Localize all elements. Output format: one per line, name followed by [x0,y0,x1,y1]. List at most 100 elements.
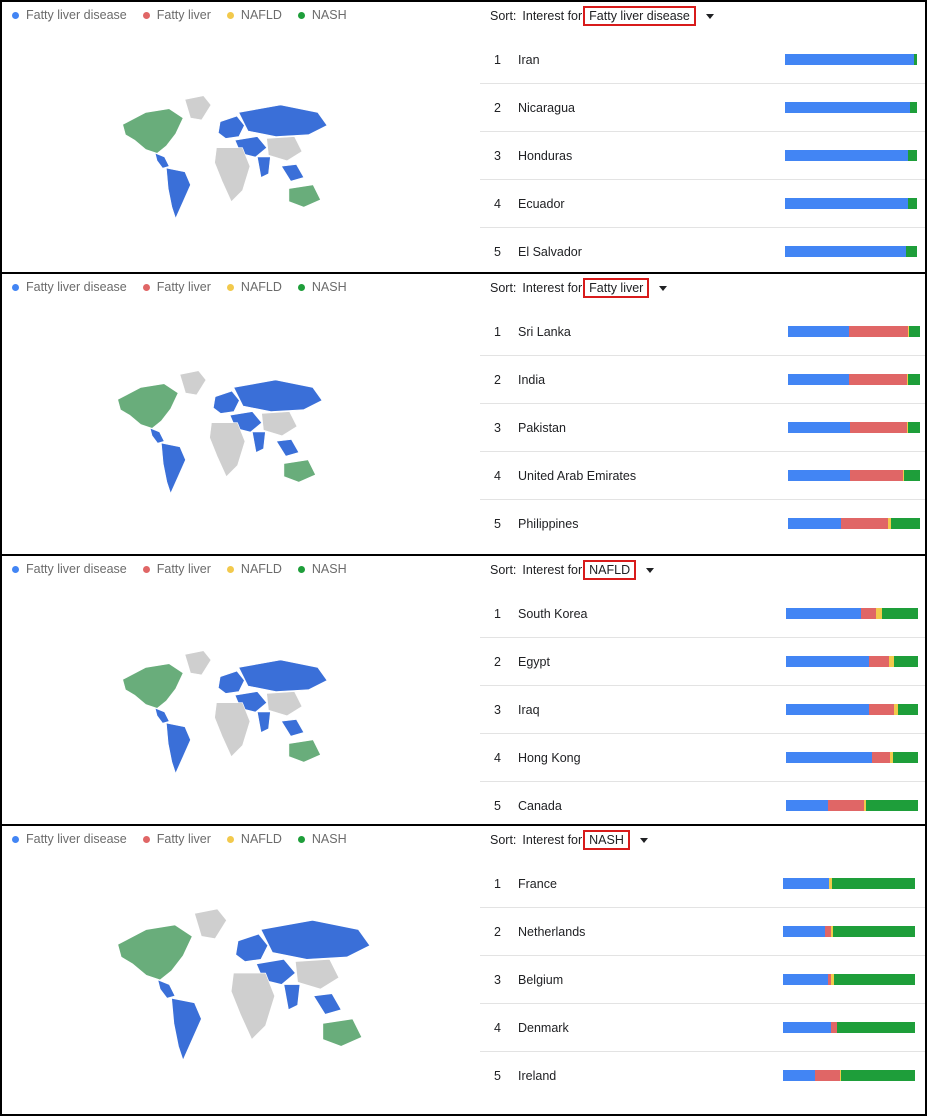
legend-item[interactable]: NASH [297,832,347,846]
list-item[interactable]: 5 Philippines [480,500,925,548]
sort-control[interactable]: Sort: Interest for Fatty liver [490,278,668,298]
sort-control[interactable]: Sort: Interest for NASH [490,830,648,850]
sort-value[interactable]: NAFLD [583,560,637,580]
region-central-america[interactable] [157,979,176,999]
bar-segment [830,926,834,937]
region-central-america[interactable] [154,152,170,169]
legend-item[interactable]: Fatty liver [142,562,211,576]
region-greenland[interactable] [179,370,207,396]
region-india[interactable] [257,711,271,733]
region-australia[interactable] [283,459,316,483]
legend-item[interactable]: NASH [297,562,347,576]
legend-item[interactable]: NAFLD [226,562,282,576]
region-australia[interactable] [288,739,321,763]
list-item[interactable]: 1 Iran [480,36,925,84]
chevron-down-icon[interactable] [639,837,648,843]
list-item[interactable]: 5 Canada [480,782,925,824]
region-se-asia[interactable] [276,439,300,457]
region-se-asia[interactable] [281,719,305,737]
region-europe[interactable] [235,933,269,962]
list-item[interactable]: 3 Belgium [480,956,925,1004]
bar-segment [871,752,891,763]
list-item[interactable]: 4 Hong Kong [480,734,925,782]
region-na[interactable] [122,663,184,709]
region-africa[interactable] [230,972,276,1041]
legend-item[interactable]: NAFLD [226,832,282,846]
region-greenland[interactable] [184,95,212,121]
list-item[interactable]: 5 El Salvador [480,228,925,272]
chevron-down-icon[interactable] [646,567,655,573]
list-item[interactable]: 4 Ecuador [480,180,925,228]
legend-item[interactable]: Fatty liver [142,832,211,846]
region-greenland[interactable] [184,650,212,676]
list-item[interactable]: 2 Netherlands [480,908,925,956]
region-south-america[interactable] [166,722,191,775]
region-india[interactable] [257,156,271,178]
region-africa[interactable] [214,147,251,203]
legend-item[interactable]: Fatty liver disease [12,562,127,576]
legend-item[interactable]: Fatty liver disease [12,832,127,846]
bar-segment [788,326,849,337]
region-greenland[interactable] [194,908,228,940]
list-item[interactable]: 1 France [480,860,925,908]
region-europe[interactable] [218,670,245,694]
region-australia[interactable] [322,1018,363,1047]
legend-item[interactable]: NASH [297,8,347,22]
region-india[interactable] [283,984,301,1011]
region-africa[interactable] [209,422,246,478]
region-south-america[interactable] [166,167,191,220]
region-europe[interactable] [218,115,245,139]
region-europe[interactable] [213,390,240,414]
region-africa[interactable] [214,702,251,758]
region-australia[interactable] [288,184,321,208]
region-russia[interactable] [260,919,371,960]
region-china[interactable] [266,136,303,162]
sort-control[interactable]: Sort: Interest for NAFLD [490,560,655,580]
region-india[interactable] [252,431,266,453]
legend-item[interactable]: Fatty liver disease [12,8,127,22]
list-item[interactable]: 3 Iraq [480,686,925,734]
region-central-america[interactable] [149,427,165,444]
region-south-america[interactable] [171,997,202,1062]
region-na[interactable] [122,108,184,154]
region-south-america[interactable] [161,442,186,495]
region-russia[interactable] [233,379,323,412]
legend-dot-icon [12,283,19,291]
legend-item[interactable]: Fatty liver [142,280,211,294]
chevron-down-icon[interactable] [705,13,714,19]
legend-item[interactable]: Fatty liver disease [12,280,127,294]
sort-value[interactable]: Fatty liver [583,278,650,298]
list-item[interactable]: 4 United Arab Emirates [480,452,925,500]
region-se-asia[interactable] [281,164,305,182]
region-russia[interactable] [238,659,328,692]
region-russia[interactable] [238,104,328,137]
list-item[interactable]: 5 Ireland [480,1052,925,1100]
legend-item[interactable]: Fatty liver [142,8,211,22]
sort-value[interactable]: NASH [583,830,630,850]
list-item[interactable]: 3 Pakistan [480,404,925,452]
region-china[interactable] [294,958,340,990]
legend-item[interactable]: NASH [297,280,347,294]
list-item[interactable]: 2 Egypt [480,638,925,686]
list-item[interactable]: 3 Honduras [480,132,925,180]
legend-item[interactable]: NAFLD [226,8,282,22]
region-na[interactable] [117,924,193,981]
list-item[interactable]: 4 Denmark [480,1004,925,1052]
bar-segment [890,752,893,763]
region-central-america[interactable] [154,707,170,724]
country-name: Philippines [518,517,579,531]
list-item[interactable]: 1 Sri Lanka [480,308,925,356]
region-na[interactable] [117,383,179,429]
sort-control[interactable]: Sort: Interest for Fatty liver disease [490,6,714,26]
list-item[interactable]: 1 South Korea [480,590,925,638]
sort-value[interactable]: Fatty liver disease [583,6,696,26]
region-china[interactable] [266,691,303,717]
list-item[interactable]: 2 India [480,356,925,404]
legend-item[interactable]: NAFLD [226,280,282,294]
region-china[interactable] [261,411,298,437]
bar-segment [788,422,851,433]
list-item[interactable]: 2 Nicaragua [480,84,925,132]
region-se-asia[interactable] [313,993,342,1015]
rank-number: 4 [494,751,501,765]
chevron-down-icon[interactable] [659,285,668,291]
